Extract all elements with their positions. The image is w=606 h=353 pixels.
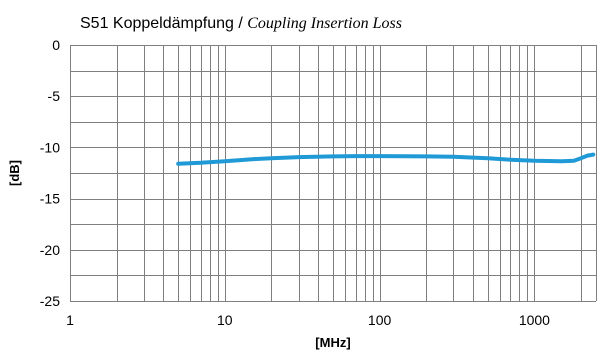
- x-tick-label: 1: [66, 312, 74, 328]
- x-tick-label: 10: [217, 312, 233, 328]
- x-tick-label: 1000: [519, 312, 550, 328]
- chart-title-main: S51 Koppeldämpfung /: [80, 15, 247, 32]
- grid: [70, 45, 597, 302]
- chart-title: S51 Koppeldämpfung / Coupling Insertion …: [80, 15, 402, 32]
- y-axis-label: [dB]: [7, 160, 22, 186]
- y-tick-label: 0: [52, 37, 60, 53]
- tick-labels: 0 -5 -10 -15 -20 -25 1 10 100 1000: [40, 37, 550, 328]
- y-tick-label: -10: [40, 139, 60, 155]
- y-tick-label: -15: [40, 191, 60, 207]
- y-tick-label: -25: [40, 293, 60, 309]
- series-layer: [176, 152, 596, 166]
- chart-title-sub: Coupling Insertion Loss: [247, 15, 402, 32]
- y-tick-label: -20: [40, 242, 60, 258]
- series-line: [176, 152, 596, 166]
- y-tick-label: -5: [48, 88, 61, 104]
- x-axis-label: [MHz]: [315, 335, 350, 350]
- x-tick-label: 100: [368, 312, 392, 328]
